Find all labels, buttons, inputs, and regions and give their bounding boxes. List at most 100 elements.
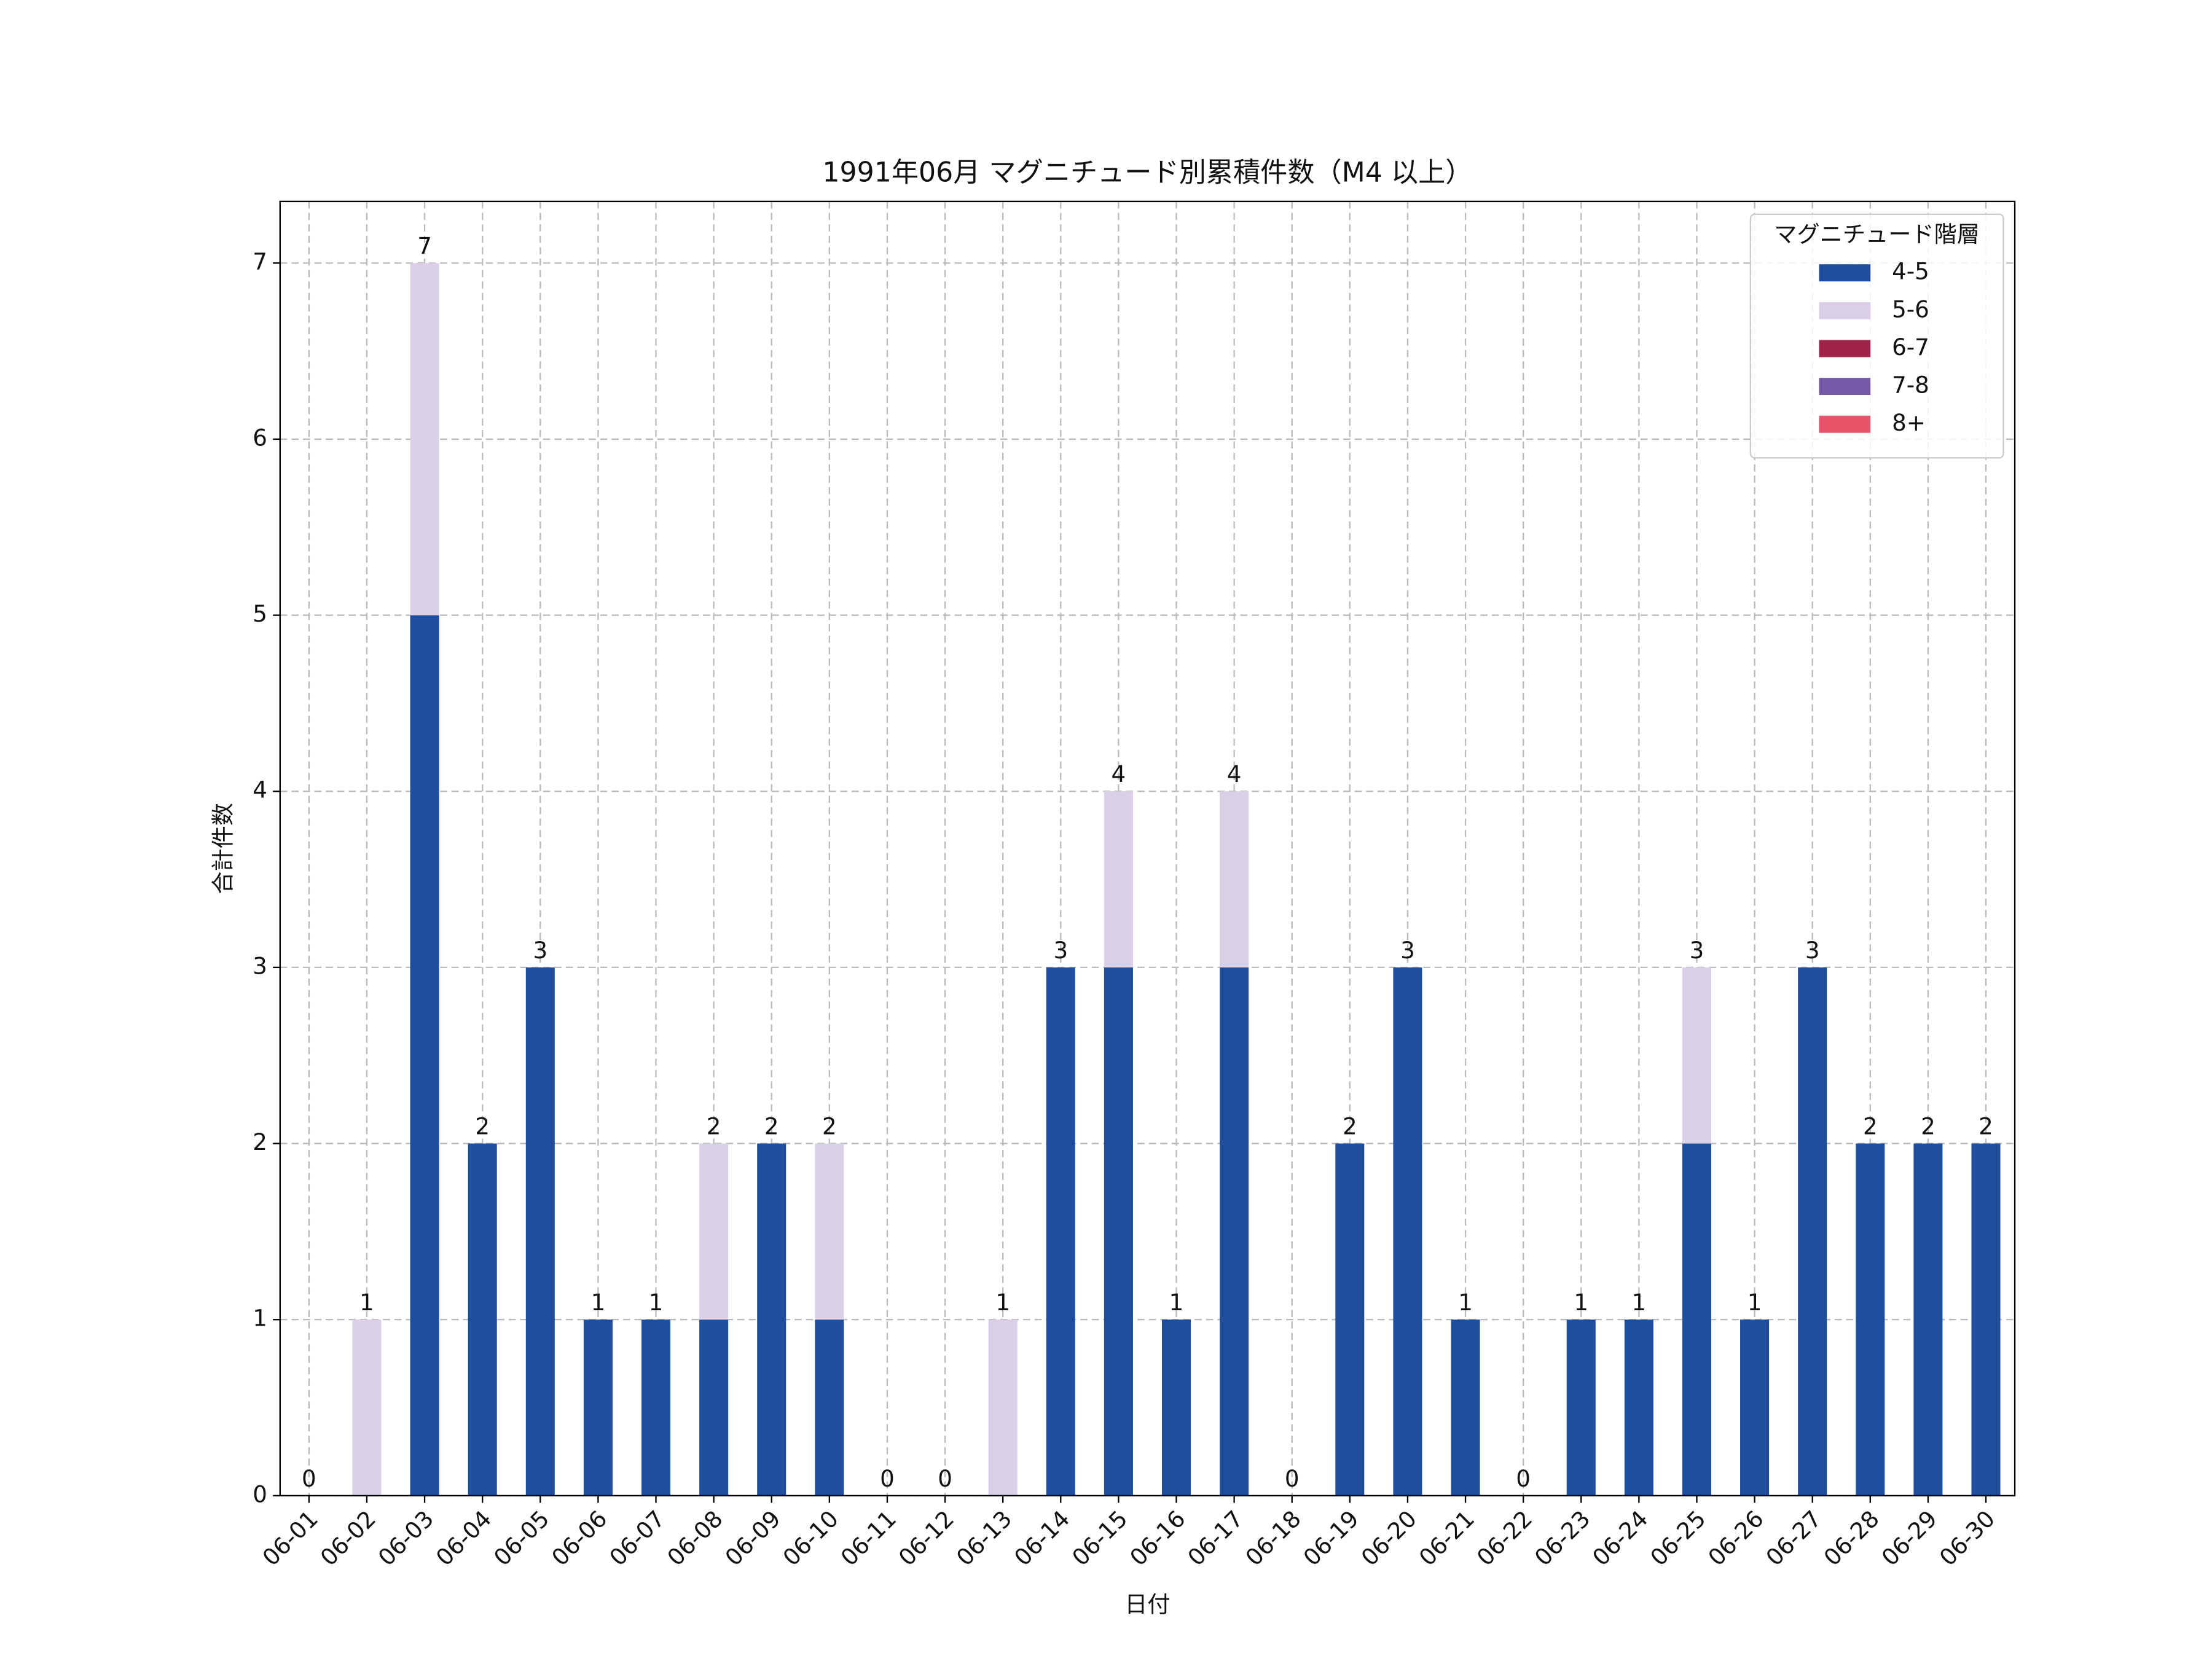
legend-swatch (1819, 415, 1871, 433)
bar-segment (352, 1319, 382, 1496)
x-tick-label: 06-26 (1703, 1505, 1769, 1571)
x-tick-label: 06-28 (1818, 1505, 1885, 1571)
x-tick-label: 06-17 (1182, 1505, 1249, 1571)
data-label: 7 (417, 232, 432, 259)
legend-swatch (1819, 378, 1871, 396)
data-label: 3 (1053, 937, 1068, 964)
data-label: 2 (475, 1112, 490, 1139)
data-label: 2 (1979, 1112, 1993, 1139)
bar-segment (1046, 967, 1075, 1496)
bar-segment (1740, 1319, 1770, 1496)
y-tick-label: 4 (253, 776, 267, 803)
data-label: 0 (1285, 1465, 1300, 1492)
bar-segment (1682, 1143, 1711, 1496)
data-label: 2 (1343, 1112, 1357, 1139)
bar-segment (525, 967, 555, 1496)
data-label: 3 (533, 937, 547, 964)
data-label: 1 (1632, 1289, 1647, 1316)
bar-segment (1161, 1319, 1191, 1496)
x-tick-label: 06-14 (1009, 1505, 1075, 1571)
legend-swatch (1819, 340, 1871, 358)
x-tick-label: 06-23 (1529, 1505, 1596, 1571)
y-tick-label: 6 (253, 424, 267, 451)
y-tick-label: 2 (253, 1128, 267, 1155)
x-tick-label: 06-11 (836, 1505, 902, 1571)
bar-segment (410, 615, 439, 1496)
data-label: 1 (591, 1289, 606, 1316)
bar-segment (1451, 1319, 1480, 1496)
bar-segment (815, 1319, 844, 1496)
bar-segment (1104, 967, 1133, 1496)
data-label: 0 (880, 1465, 895, 1492)
x-tick-label: 06-19 (1298, 1505, 1364, 1571)
legend-swatch (1819, 264, 1871, 282)
data-label: 0 (302, 1465, 316, 1492)
data-label: 3 (1805, 937, 1820, 964)
y-tick-label: 7 (253, 248, 267, 275)
bar-segment (583, 1319, 613, 1496)
data-label: 2 (1921, 1112, 1936, 1139)
data-label: 1 (1574, 1289, 1588, 1316)
legend-swatch (1819, 302, 1871, 319)
legend-label: 5-6 (1892, 295, 1929, 322)
x-tick-label: 06-04 (431, 1505, 497, 1571)
data-label: 0 (1516, 1465, 1531, 1492)
x-tick-label: 06-13 (951, 1505, 1018, 1571)
bar-segment (988, 1319, 1018, 1496)
legend-title: マグニチュード階層 (1774, 221, 1980, 248)
legend-label: 4-5 (1892, 258, 1929, 285)
bar-segment (1566, 1319, 1596, 1496)
x-tick-label: 06-25 (1645, 1505, 1711, 1571)
y-tick-label: 1 (253, 1305, 267, 1332)
legend-label: 8+ (1892, 409, 1926, 436)
data-label: 1 (359, 1289, 374, 1316)
data-label: 2 (822, 1112, 837, 1139)
data-label: 1 (649, 1289, 664, 1316)
bar-segment (1335, 1143, 1365, 1496)
bar-segment (1220, 791, 1249, 967)
x-tick-label: 06-24 (1587, 1505, 1653, 1571)
bar-segment (1104, 791, 1133, 967)
bar-segment (1393, 967, 1422, 1496)
data-label: 1 (1169, 1289, 1184, 1316)
y-tick-label: 0 (253, 1480, 267, 1507)
plot-frame (279, 200, 2016, 1497)
data-label: 0 (938, 1465, 952, 1492)
bar-segment (641, 1319, 671, 1496)
data-label: 2 (707, 1112, 721, 1139)
x-tick-label: 06-08 (662, 1505, 728, 1571)
x-axis-label: 日付 (1124, 1590, 1170, 1617)
x-tick-label: 06-30 (1934, 1505, 2001, 1571)
bar-segment (1220, 967, 1249, 1496)
x-tick-label: 06-07 (604, 1505, 670, 1571)
y-tick-label: 3 (253, 952, 267, 979)
data-label: 4 (1112, 760, 1126, 788)
x-tick-label: 06-06 (546, 1505, 613, 1571)
y-axis-label: 合計件数 (210, 803, 237, 894)
bar-segment (1856, 1143, 1885, 1496)
bar-segment (1798, 967, 1827, 1496)
bar-segment (1624, 1319, 1653, 1496)
bar-segment (1971, 1143, 2001, 1496)
data-label: 3 (1690, 937, 1704, 964)
data-label: 4 (1227, 760, 1242, 788)
data-label: 1 (995, 1289, 1010, 1316)
x-tick-label: 06-27 (1760, 1505, 1827, 1571)
bar-segment (1682, 967, 1711, 1144)
x-tick-label: 06-20 (1355, 1505, 1422, 1571)
x-tick-label: 06-02 (315, 1505, 382, 1571)
x-tick-label: 06-05 (488, 1505, 555, 1571)
bar-segment (1913, 1143, 1943, 1496)
bar-segment (468, 1143, 497, 1496)
bar-segment (699, 1143, 729, 1320)
y-tick-label: 5 (253, 600, 267, 627)
x-tick-label: 06-10 (777, 1505, 844, 1571)
x-tick-label: 06-16 (1124, 1505, 1191, 1571)
bar-segment (410, 263, 439, 616)
data-label: 2 (1863, 1112, 1878, 1139)
x-tick-label: 06-01 (257, 1505, 323, 1571)
x-tick-label: 06-03 (373, 1505, 439, 1571)
x-tick-label: 06-18 (1240, 1505, 1306, 1571)
data-label: 1 (1747, 1289, 1762, 1316)
